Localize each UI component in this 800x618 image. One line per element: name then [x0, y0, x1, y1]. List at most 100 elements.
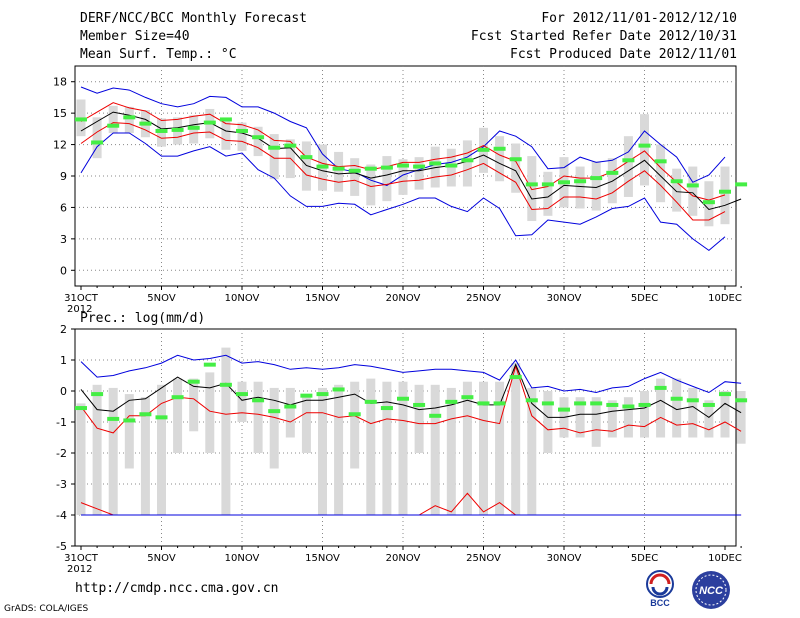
prec-box — [124, 394, 134, 469]
temp-observed-marker — [203, 120, 216, 125]
temp-panel: 0 3 6 9 12 15 18 31OCT 5NOV 10NOV 15NOV 20NOV 25NOV 3… — [53, 65, 748, 315]
temp-observed-marker — [670, 179, 683, 184]
prec-observed-marker — [348, 412, 361, 417]
temp-ytick-label: 6 — [60, 201, 67, 214]
temp-box — [414, 157, 424, 190]
prec-box — [205, 372, 215, 453]
temp-observed-marker — [477, 147, 490, 152]
prec-box — [672, 378, 682, 438]
prec-observed-marker — [622, 404, 635, 409]
prec-xtick-label: 31OCT — [64, 553, 99, 564]
temp-box — [301, 141, 311, 191]
prec-box — [237, 381, 247, 422]
temp-box — [124, 106, 134, 134]
prec-box — [382, 381, 392, 515]
prec-box — [398, 381, 408, 515]
prec-xtick-label: 20NOV — [386, 553, 421, 564]
prec-observed-marker — [300, 393, 313, 398]
temp-xtick-label: 15NOV — [305, 293, 340, 304]
temp-box — [543, 171, 553, 216]
temp-xtick-label: 5NOV — [147, 293, 176, 304]
prec-observed-marker — [332, 387, 345, 392]
prec-observed-marker — [171, 395, 184, 400]
prec-observed-marker — [429, 413, 442, 418]
temp-observed-marker — [638, 143, 651, 148]
member-size: Member Size=40 — [80, 29, 190, 44]
temp-observed-marker — [236, 128, 248, 133]
temp-xtick-label: 30NOV — [547, 293, 582, 304]
temp-observed-marker — [654, 159, 667, 164]
temp-observed-marker — [268, 145, 281, 150]
prec-box — [543, 391, 553, 453]
prec-observed-marker — [155, 415, 168, 420]
prec-bottom-line — [80, 492, 742, 516]
temp-observed-marker — [75, 117, 87, 122]
temp-xtick-label: 10NOV — [225, 293, 260, 304]
prec-box — [704, 400, 714, 438]
chart-title: DERF/NCC/BCC Monthly Forecast — [80, 11, 307, 26]
prec-box — [92, 384, 102, 515]
temp-observed-marker — [284, 143, 297, 148]
temp-observed-marker — [139, 121, 152, 126]
prec-box — [446, 387, 456, 515]
prec-observed-marker — [380, 406, 393, 411]
temp-upper-line — [80, 102, 726, 201]
prec-box — [607, 400, 617, 438]
temp-min-line — [80, 132, 726, 252]
prec-box — [736, 391, 746, 444]
temp-ytick-label: 3 — [60, 233, 67, 246]
temp-year-label: 2012 — [67, 304, 92, 315]
temp-observed-marker — [622, 158, 635, 163]
temp-box — [575, 166, 585, 209]
prec-xtick-label: 10DEC — [708, 553, 742, 564]
temp-observed-marker — [252, 135, 265, 140]
temp-observed-marker — [332, 166, 345, 171]
prec-observed-marker — [702, 402, 715, 407]
temp-xtick-label: 31OCT — [64, 293, 99, 304]
prec-ytick-label: 2 — [60, 323, 67, 336]
prec-ytick-label: -2 — [56, 447, 67, 460]
temp-observed-marker — [461, 158, 474, 163]
temp-xtick-label: 20NOV — [386, 293, 421, 304]
temp-xtick-label: 25NOV — [466, 293, 501, 304]
prec-observed-marker — [719, 392, 731, 397]
ncc-logo: NCC — [692, 571, 730, 609]
prec-panel-title: Prec.: log(mm/d) — [80, 311, 205, 326]
temp-observed-marker — [316, 164, 329, 169]
temp-observed-marker — [493, 146, 506, 151]
prec-box — [623, 397, 633, 438]
temp-observed-marker — [348, 168, 361, 173]
prec-box — [430, 384, 440, 515]
temp-ytick-label: 15 — [53, 107, 67, 120]
prec-observed-marker — [445, 399, 458, 404]
temp-box — [366, 164, 376, 206]
temp-box — [430, 146, 440, 188]
prec-observed-marker — [461, 395, 474, 400]
temp-box — [672, 168, 682, 212]
temp-box — [495, 136, 505, 182]
prec-box — [157, 384, 166, 515]
temp-observed-marker — [574, 179, 587, 184]
prec-mean-line — [80, 363, 742, 419]
prec-observed-marker — [413, 402, 426, 407]
prec-observed-marker — [638, 402, 651, 407]
prec-box — [366, 378, 376, 515]
prec-box — [414, 384, 424, 453]
prec-xtick-label: 25NOV — [466, 553, 501, 564]
ncc-logo-text: NCC — [699, 585, 724, 597]
prec-observed-marker — [187, 379, 200, 384]
prec-observed-marker — [590, 401, 603, 406]
prec-box — [575, 397, 585, 438]
prec-box — [656, 378, 666, 438]
temp-xtick-label: 10DEC — [708, 293, 742, 304]
temp-max-line — [80, 86, 726, 186]
prec-xtick-label: 10NOV — [225, 553, 260, 564]
temp-box — [269, 134, 279, 180]
temp-ytick-label: 18 — [53, 76, 67, 89]
prec-max-line — [80, 354, 742, 394]
temp-observed-marker — [509, 157, 522, 162]
prec-observed-marker — [316, 392, 329, 397]
prec-observed-marker — [541, 401, 554, 406]
footer-url[interactable]: http://cmdp.ncc.cma.gov.cn — [75, 581, 279, 596]
prec-observed-marker — [364, 399, 377, 404]
